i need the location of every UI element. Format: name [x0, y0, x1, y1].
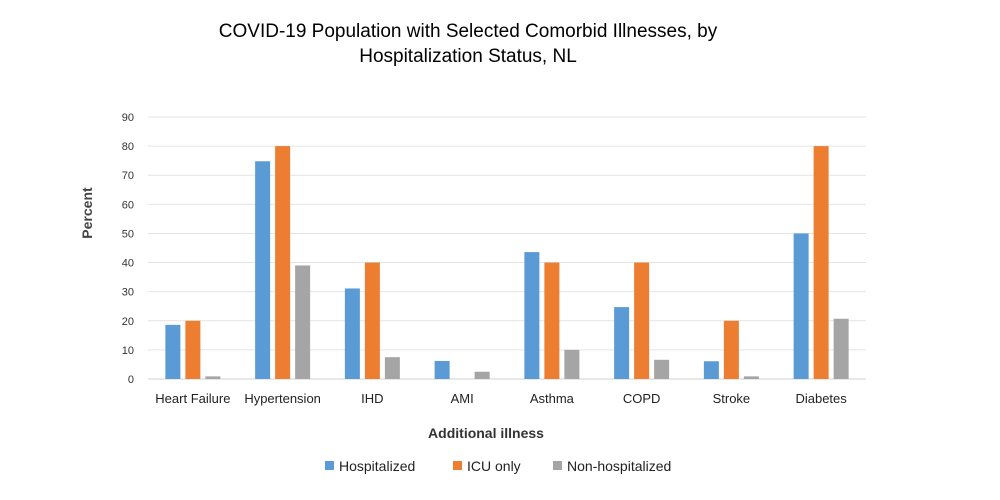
y-tick-label: 30 — [122, 287, 134, 299]
bar-hospitalized — [793, 233, 809, 379]
bar-hospitalized — [434, 360, 450, 379]
legend-swatch — [453, 461, 462, 470]
bar-icu-only — [364, 262, 380, 379]
chart-title-line1: COVID-19 Population with Selected Comorb… — [218, 21, 718, 42]
y-tick-label: 90 — [122, 112, 134, 124]
y-tick-label: 40 — [122, 258, 134, 270]
legend-label: ICU only — [467, 458, 521, 474]
bar-hospitalized — [524, 252, 540, 379]
bar-icu-only — [544, 262, 560, 379]
y-tick-label: 80 — [122, 141, 134, 153]
x-axis-label: Additional illness — [428, 425, 544, 441]
legend-label: Hospitalized — [339, 458, 415, 474]
chart-title-line2: Hospitalization Status, NL — [359, 46, 577, 67]
bar-icu-only — [634, 262, 650, 379]
bar-hospitalized — [614, 307, 630, 379]
x-tick-label: Asthma — [530, 391, 575, 406]
bar-non-hospitalized — [833, 318, 849, 379]
bar-non-hospitalized — [205, 376, 221, 379]
legend-label: Non-hospitalized — [567, 458, 671, 474]
x-tick-label: Heart Failure — [155, 391, 230, 406]
bar-hospitalized — [703, 361, 719, 379]
x-tick-label: COPD — [623, 391, 661, 406]
legend-swatch — [325, 461, 334, 470]
bar-non-hospitalized — [295, 265, 311, 379]
y-axis-label: Percent — [79, 187, 95, 239]
x-tick-label: Stroke — [713, 391, 751, 406]
y-tick-label: 60 — [122, 199, 134, 211]
bar-icu-only — [813, 146, 829, 379]
y-tick-label: 50 — [122, 228, 134, 240]
bar-non-hospitalized — [654, 359, 670, 379]
y-tick-label: 10 — [122, 345, 134, 357]
x-tick-label: IHD — [361, 391, 383, 406]
bar-hospitalized — [165, 324, 181, 379]
bar-hospitalized — [255, 161, 271, 379]
x-tick-label: Hypertension — [244, 391, 321, 406]
bar-icu-only — [723, 320, 739, 379]
y-tick-label: 0 — [128, 374, 134, 386]
bar-icu-only — [275, 146, 291, 379]
bar-non-hospitalized — [743, 376, 759, 379]
y-tick-label: 20 — [122, 316, 134, 328]
x-tick-label: AMI — [451, 391, 474, 406]
bar-icu-only — [185, 320, 201, 379]
bar-non-hospitalized — [474, 371, 490, 379]
y-tick-label: 70 — [122, 170, 134, 182]
x-tick-label: Diabetes — [795, 391, 847, 406]
bar-non-hospitalized — [384, 357, 400, 379]
legend-swatch — [553, 461, 562, 470]
bar-non-hospitalized — [564, 349, 580, 379]
bar-hospitalized — [344, 288, 360, 379]
